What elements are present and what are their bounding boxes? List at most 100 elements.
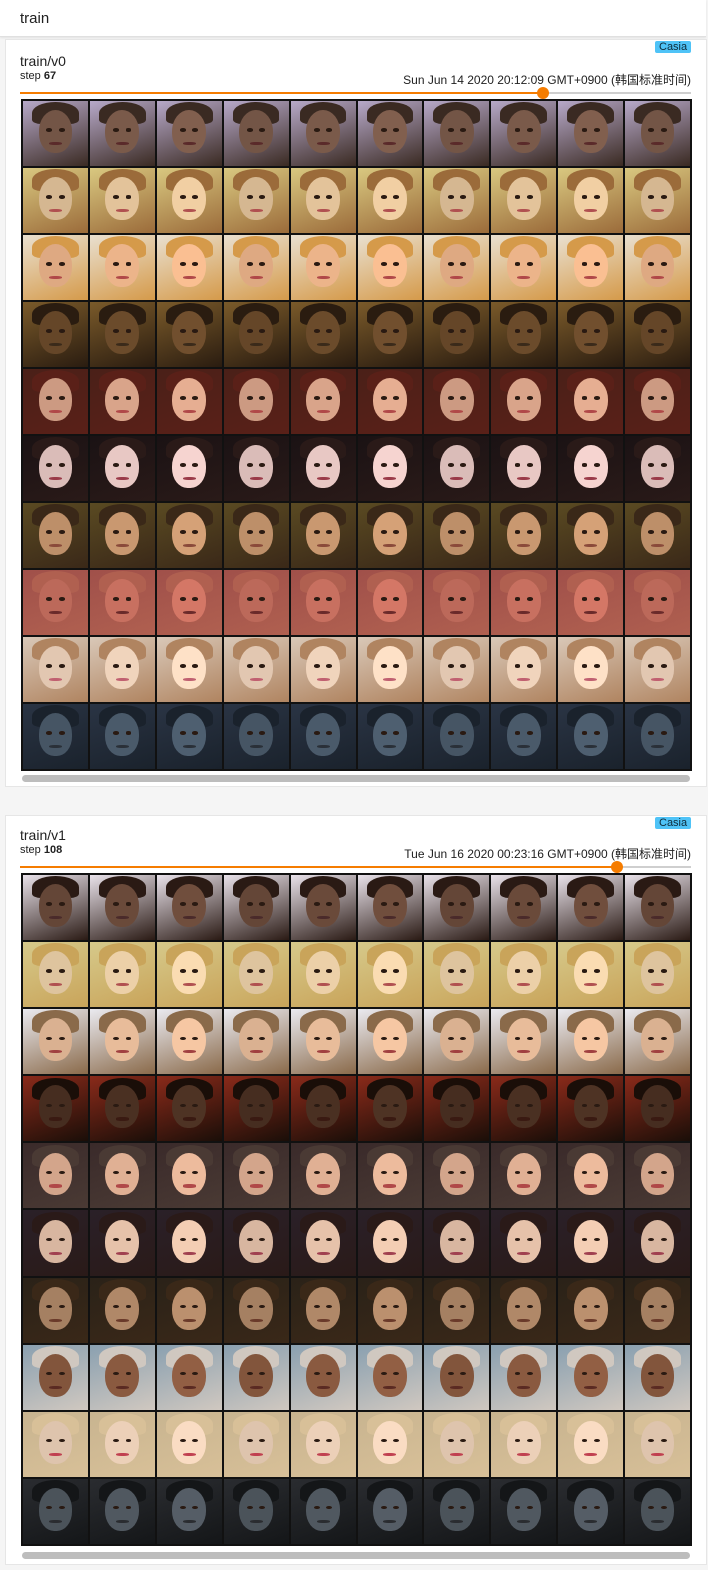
face-thumbnail	[89, 570, 155, 635]
step-slider[interactable]	[20, 87, 691, 99]
face-thumbnail	[290, 1478, 356, 1544]
face-thumbnail	[223, 503, 289, 568]
face-thumbnail	[558, 1076, 624, 1142]
run-tag: Casia	[655, 817, 692, 829]
face-thumbnail	[89, 1344, 155, 1410]
face-thumbnail	[223, 704, 289, 769]
face-thumbnail	[424, 1076, 490, 1142]
step-readout: step 108	[20, 844, 63, 856]
face-thumbnail	[156, 570, 222, 635]
face-thumbnail	[23, 101, 88, 166]
face-thumbnail	[424, 1277, 490, 1343]
face-thumbnail	[89, 1478, 155, 1544]
face-thumbnail	[357, 1143, 423, 1209]
face-thumbnail	[558, 235, 624, 300]
face-thumbnail	[491, 503, 557, 568]
face-thumbnail	[223, 436, 289, 501]
face-thumbnail	[156, 942, 222, 1008]
face-thumbnail	[625, 704, 690, 769]
face-thumbnail	[223, 235, 289, 300]
face-thumbnail	[290, 1344, 356, 1410]
face-thumbnail	[558, 1344, 624, 1410]
card-tag-name: train/v0	[20, 53, 66, 69]
face-thumbnail	[223, 1210, 289, 1276]
face-thumbnail	[625, 637, 690, 702]
face-thumbnail	[23, 503, 88, 568]
face-thumbnail	[223, 570, 289, 635]
face-thumbnail	[223, 1344, 289, 1410]
face-thumbnail	[558, 302, 624, 367]
face-thumbnail	[223, 1076, 289, 1142]
face-thumbnail	[625, 1009, 690, 1075]
face-thumbnail	[357, 1210, 423, 1276]
face-thumbnail	[156, 704, 222, 769]
face-thumbnail	[558, 503, 624, 568]
face-thumbnail	[223, 1277, 289, 1343]
step-slider[interactable]	[20, 861, 691, 873]
face-thumbnail	[290, 875, 356, 941]
face-thumbnail	[424, 942, 490, 1008]
face-thumbnail	[558, 1277, 624, 1343]
face-thumbnail	[424, 875, 490, 941]
step-slider-thumb[interactable]	[537, 87, 550, 99]
face-thumbnail	[357, 168, 423, 233]
face-thumbnail	[156, 1344, 222, 1410]
face-thumbnail	[625, 942, 690, 1008]
step-slider-thumb[interactable]	[611, 861, 624, 873]
face-thumbnail	[23, 942, 88, 1008]
face-thumbnail	[223, 1478, 289, 1544]
face-thumbnail	[223, 168, 289, 233]
face-thumbnail	[156, 1210, 222, 1276]
face-thumbnail	[491, 637, 557, 702]
face-thumbnail	[290, 503, 356, 568]
face-thumbnail	[156, 302, 222, 367]
face-thumbnail	[625, 369, 690, 434]
face-thumbnail	[223, 1009, 289, 1075]
face-thumbnail	[424, 302, 490, 367]
face-thumbnail	[424, 1411, 490, 1477]
face-thumbnail	[23, 1143, 88, 1209]
face-thumbnail	[223, 637, 289, 702]
face-thumbnail	[491, 1210, 557, 1276]
face-thumbnail	[156, 1411, 222, 1477]
face-thumbnail	[625, 1143, 690, 1209]
horizontal-scrollbar[interactable]	[22, 1552, 690, 1559]
face-thumbnail	[558, 1009, 624, 1075]
face-thumbnail	[357, 503, 423, 568]
face-thumbnail	[491, 436, 557, 501]
image-grid	[21, 873, 692, 1546]
face-thumbnail	[223, 101, 289, 166]
face-thumbnail	[23, 436, 88, 501]
face-thumbnail	[558, 436, 624, 501]
face-thumbnail	[357, 302, 423, 367]
face-thumbnail	[290, 637, 356, 702]
run-tag: Casia	[655, 41, 692, 53]
face-thumbnail	[357, 875, 423, 941]
face-thumbnail	[223, 369, 289, 434]
face-thumbnail	[23, 1210, 88, 1276]
face-thumbnail	[625, 1210, 690, 1276]
face-thumbnail	[491, 1277, 557, 1343]
face-thumbnail	[357, 570, 423, 635]
face-thumbnail	[223, 875, 289, 941]
face-thumbnail	[424, 168, 490, 233]
face-thumbnail	[424, 1478, 490, 1544]
run-group-title: train	[20, 10, 50, 27]
face-thumbnail	[290, 1210, 356, 1276]
face-thumbnail	[625, 503, 690, 568]
face-thumbnail	[357, 436, 423, 501]
face-thumbnail	[491, 942, 557, 1008]
face-thumbnail	[156, 1009, 222, 1075]
face-thumbnail	[491, 704, 557, 769]
face-thumbnail	[23, 875, 88, 941]
face-thumbnail	[23, 235, 88, 300]
face-thumbnail	[156, 369, 222, 434]
face-thumbnail	[491, 1478, 557, 1544]
face-thumbnail	[491, 168, 557, 233]
face-thumbnail	[156, 1277, 222, 1343]
horizontal-scrollbar[interactable]	[22, 775, 690, 782]
face-thumbnail	[156, 101, 222, 166]
face-thumbnail	[89, 1210, 155, 1276]
wall-time: Sun Jun 14 2020 20:12:09 GMT+0900 (韩国标准时…	[403, 73, 691, 87]
face-thumbnail	[23, 1344, 88, 1410]
